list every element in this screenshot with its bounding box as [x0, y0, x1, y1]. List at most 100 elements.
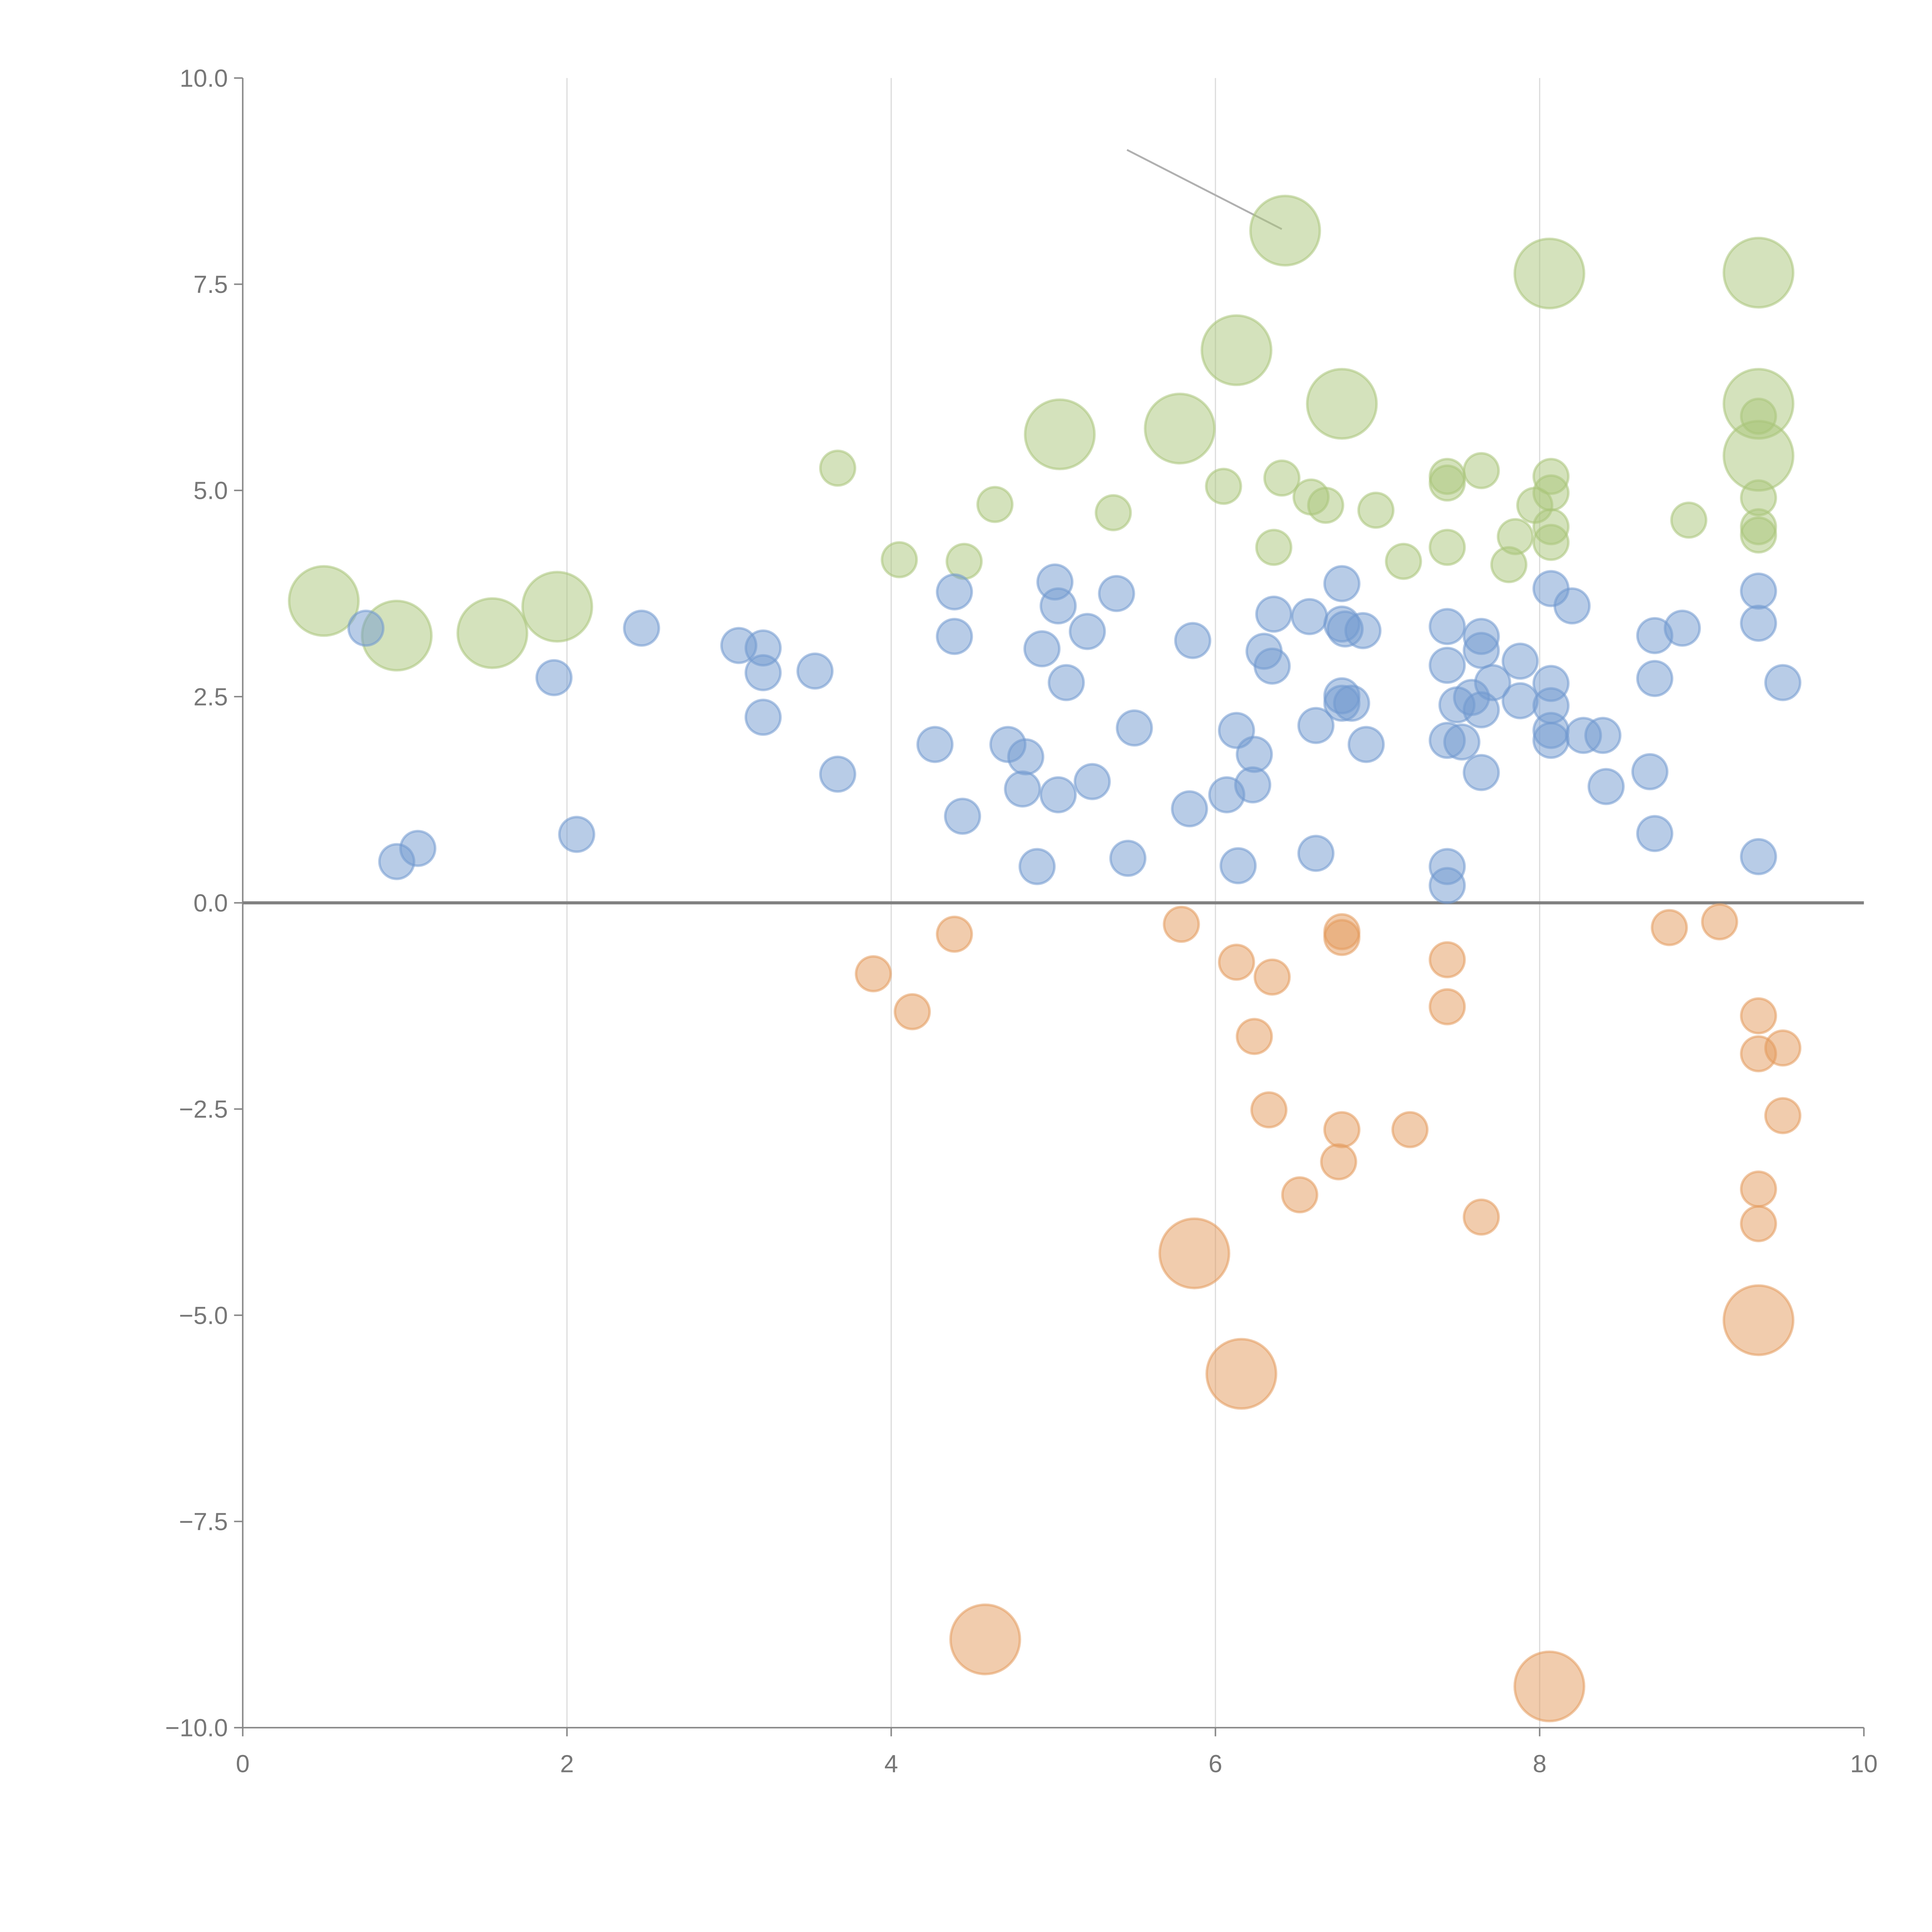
data-point-green: [1263, 459, 1301, 497]
data-point-blue: [1007, 738, 1044, 776]
data-point-blue: [1740, 604, 1777, 642]
data-point-green: [1513, 237, 1585, 310]
x-tick-label: 10: [1850, 1750, 1878, 1778]
data-point-blue: [1039, 776, 1077, 813]
x-tick-label: 0: [236, 1750, 250, 1778]
y-tick-label: −10.0: [165, 1714, 228, 1742]
data-point-orange: [1218, 944, 1255, 981]
data-point-green: [1429, 464, 1466, 502]
data-point-orange: [1764, 1097, 1802, 1134]
data-point-orange: [1701, 903, 1738, 940]
data-point-green: [1024, 398, 1096, 471]
data-point-orange: [1250, 1091, 1288, 1129]
data-point-green: [1532, 474, 1570, 512]
data-point-blue: [1587, 768, 1625, 805]
data-point-blue: [1429, 646, 1466, 684]
data-point-blue: [1255, 595, 1293, 633]
x-tick-label: 2: [560, 1750, 574, 1778]
data-point-blue: [1023, 630, 1061, 668]
data-point-blue: [1116, 709, 1153, 747]
data-point-blue: [347, 609, 385, 647]
data-point-green: [819, 449, 857, 487]
data-point-orange: [1253, 958, 1291, 996]
data-point-orange: [1281, 1176, 1318, 1214]
data-point-blue: [1631, 753, 1668, 791]
data-point-green: [1357, 492, 1395, 529]
data-point-blue: [1429, 608, 1466, 645]
y-tick-label: 2.5: [194, 683, 228, 711]
data-point-green: [1249, 194, 1321, 267]
data-point-green: [1497, 518, 1534, 555]
data-point-blue: [1347, 726, 1385, 763]
data-point-blue: [1663, 609, 1701, 647]
data-point-green: [1201, 314, 1273, 386]
data-point-blue: [1344, 612, 1382, 650]
data-point-blue: [1068, 613, 1106, 650]
data-point-green: [1463, 452, 1500, 490]
data-point-blue: [935, 573, 973, 611]
data-point-green: [1532, 524, 1570, 561]
data-point-orange: [1513, 1650, 1585, 1723]
data-point-green: [456, 597, 529, 669]
data-point-blue: [1004, 770, 1041, 808]
data-point-blue: [744, 699, 782, 736]
data-point-orange: [1740, 997, 1777, 1035]
data-point-blue: [1429, 867, 1466, 904]
data-point-blue: [1532, 721, 1570, 759]
y-tick-label: −7.5: [179, 1508, 228, 1536]
data-point-green: [1307, 486, 1344, 524]
data-point-green: [1255, 529, 1293, 566]
data-point-blue: [1502, 682, 1539, 719]
data-point-orange: [935, 915, 973, 953]
y-tick-label: 0.0: [194, 889, 228, 917]
data-point-orange: [1391, 1111, 1429, 1148]
data-point-blue: [1174, 622, 1211, 659]
data-point-green: [1205, 468, 1242, 505]
data-point-orange: [1429, 941, 1466, 978]
y-tick-label: −2.5: [179, 1095, 228, 1123]
data-point-blue: [1474, 664, 1512, 701]
data-point-blue: [623, 609, 660, 647]
data-point-blue: [1219, 847, 1257, 884]
data-point-blue: [1109, 840, 1147, 877]
data-point-blue: [796, 652, 834, 690]
data-point-blue: [1463, 754, 1500, 791]
data-point-blue: [1291, 598, 1328, 635]
data-point-blue: [1253, 647, 1291, 685]
y-tick-label: −5.0: [179, 1301, 228, 1329]
data-point-blue: [1297, 835, 1335, 872]
data-point-blue: [1098, 575, 1135, 612]
y-tick-label: 10.0: [180, 64, 228, 92]
data-point-blue: [1171, 790, 1208, 828]
data-point-orange: [1740, 1170, 1777, 1208]
x-tick-label: 6: [1209, 1750, 1223, 1778]
data-point-blue: [819, 755, 857, 793]
data-point-green: [1385, 543, 1422, 580]
data-point-blue: [1018, 848, 1056, 885]
data-point-orange: [1323, 1111, 1361, 1148]
data-point-blue: [1333, 684, 1371, 722]
data-point-orange: [949, 1603, 1021, 1675]
data-point-blue: [1636, 660, 1673, 697]
data-point-orange: [1723, 1284, 1794, 1356]
data-point-blue: [1048, 664, 1085, 701]
data-point-blue: [744, 654, 782, 692]
data-point-blue: [935, 617, 973, 655]
data-point-green: [1095, 494, 1132, 531]
data-point-orange: [855, 955, 892, 993]
data-points: [288, 194, 1802, 1723]
y-tick-label: 5.0: [194, 477, 228, 505]
data-point-blue: [1764, 664, 1802, 701]
data-point-blue: [399, 830, 437, 867]
data-point-blue: [1236, 736, 1273, 773]
data-point-blue: [1073, 763, 1111, 800]
x-tick-label: 8: [1533, 1750, 1547, 1778]
data-point-orange: [1463, 1198, 1500, 1236]
x-tick-label: 4: [884, 1750, 898, 1778]
data-point-blue: [558, 816, 595, 853]
data-point-blue: [1443, 723, 1481, 761]
data-point-green: [288, 565, 360, 637]
data-point-orange: [1236, 1018, 1273, 1055]
data-point-orange: [1205, 1338, 1277, 1410]
